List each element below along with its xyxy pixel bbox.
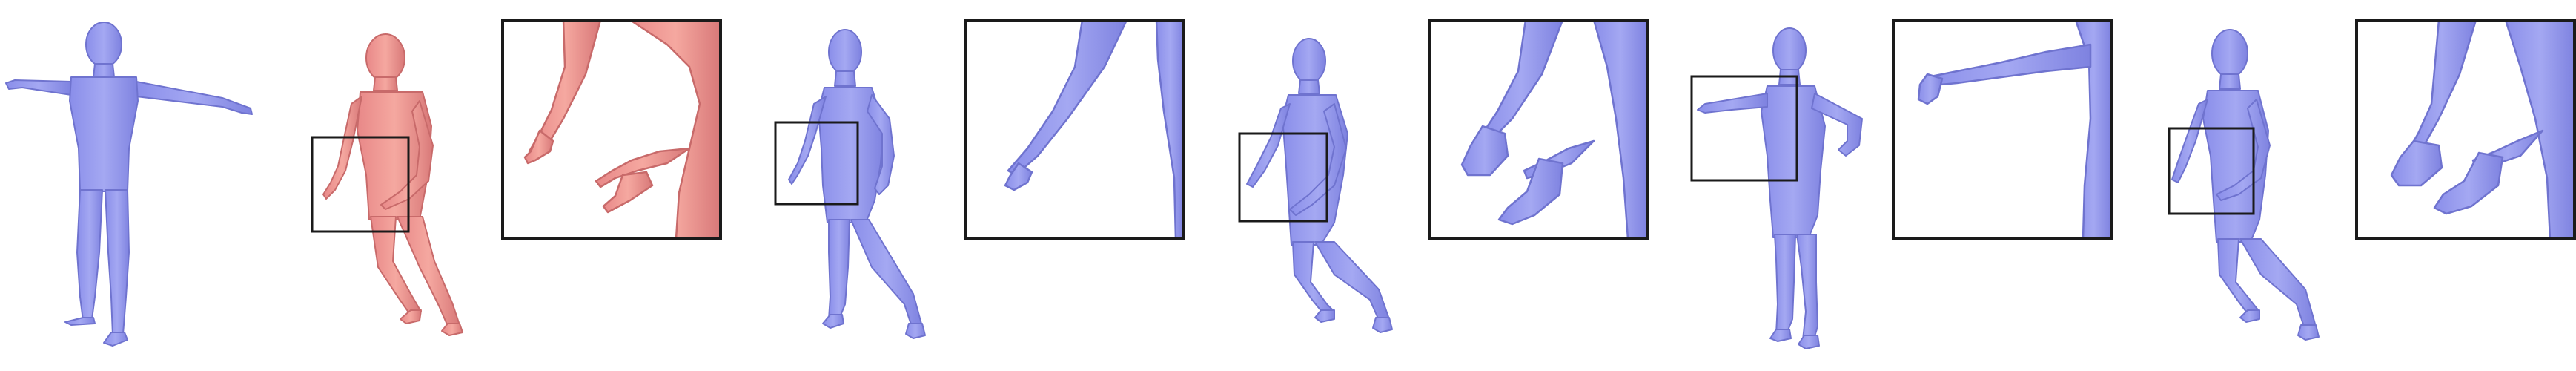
result-1-inset-box	[774, 121, 859, 206]
t-pose-right-arm	[136, 81, 253, 115]
reference-neck	[373, 76, 398, 91]
t-pose-neck	[93, 63, 115, 78]
result-3-inset-box	[1690, 75, 1798, 182]
result-2-inset-box	[1238, 132, 1328, 223]
zoom-inset-4	[2355, 19, 2576, 240]
result-figure-2	[1246, 38, 1393, 333]
t-pose-figure	[5, 22, 253, 347]
t-pose-left-foot	[64, 317, 96, 326]
reference-head	[365, 33, 405, 82]
zoom-inset-1	[964, 19, 1185, 240]
reference-right-foot	[441, 323, 463, 336]
reference-right-leg	[397, 216, 460, 330]
reference-left-arm	[322, 96, 362, 200]
t-pose-head	[85, 22, 122, 68]
result-4-inset-box	[2168, 127, 2255, 215]
reference-inset-box	[311, 136, 410, 233]
zoom-inset-3	[1892, 19, 2113, 240]
reference-left-foot	[400, 309, 422, 324]
zoom-inset-pink	[501, 19, 722, 240]
t-pose-right-foot	[103, 332, 128, 347]
result-figure-4	[2171, 29, 2320, 341]
reference-right-arm	[380, 100, 434, 210]
t-pose-left-leg	[76, 189, 103, 321]
result-figure-3	[1697, 27, 1863, 349]
t-pose-left-arm	[5, 79, 72, 96]
t-pose-torso	[69, 76, 139, 192]
zoom-inset-2	[1428, 19, 1649, 240]
t-pose-right-leg	[105, 189, 130, 336]
reference-figure	[322, 33, 463, 336]
